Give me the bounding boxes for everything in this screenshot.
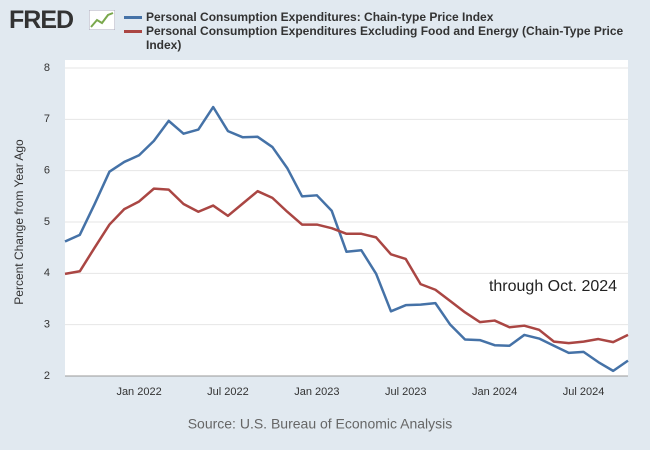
series-line: [64, 105, 629, 373]
x-tick-label: Jul 2023: [385, 386, 427, 398]
logo: FRED: [9, 6, 74, 34]
y-tick-label: 6: [44, 165, 50, 177]
source: Source: U.S. Bureau of Economic Analysis: [188, 416, 453, 432]
y-axis-label: Percent Change from Year Ago: [12, 139, 26, 305]
legend-item: Personal Consumption Expenditures Exclud…: [124, 24, 624, 52]
legend: Personal Consumption Expenditures: Chain…: [124, 10, 624, 52]
x-tick-label: Jan 2022: [116, 386, 161, 398]
y-tick-label: 5: [44, 216, 50, 228]
x-tick-label: Jan 2024: [472, 386, 517, 398]
x-tick-label: Jul 2022: [207, 386, 249, 398]
legend-swatch: [124, 16, 142, 19]
y-tick-label: 7: [44, 113, 50, 125]
y-tick-label: 8: [44, 62, 50, 74]
x-tick-label: Jul 2024: [563, 386, 605, 398]
x-tick-label: Jan 2023: [294, 386, 339, 398]
logo-icon: [89, 10, 115, 30]
legend-label: Personal Consumption Expenditures Exclud…: [146, 24, 624, 52]
plot-area: [65, 60, 628, 376]
legend-item: Personal Consumption Expenditures: Chain…: [124, 10, 624, 24]
legend-label: Personal Consumption Expenditures: Chain…: [146, 10, 494, 24]
series-line: [64, 187, 629, 345]
y-tick-label: 4: [44, 267, 50, 279]
y-tick-label: 2: [44, 370, 50, 382]
y-tick-label: 3: [44, 319, 50, 331]
annotation: through Oct. 2024: [489, 278, 617, 295]
legend-swatch: [124, 30, 142, 33]
